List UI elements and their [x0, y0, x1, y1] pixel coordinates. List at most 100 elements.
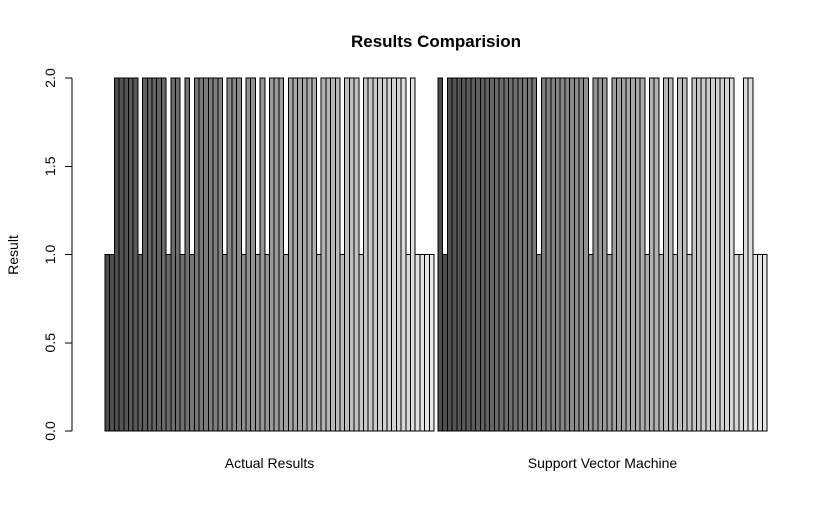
bar-svm-54 — [686, 254, 693, 432]
bar-svm-30 — [573, 77, 580, 432]
bar-svm-52 — [677, 77, 683, 432]
bar-svm-25 — [550, 77, 556, 432]
bar-actual-32 — [250, 77, 256, 432]
bar-actual-54 — [353, 77, 360, 432]
bar-actual-16 — [175, 77, 181, 432]
bar-svm-44 — [639, 77, 646, 432]
bar-svm-49 — [663, 77, 669, 432]
bar-actual-67 — [414, 254, 421, 432]
bar-actual-42 — [297, 77, 303, 432]
bar-svm-19 — [522, 77, 528, 432]
bar-svm-12 — [489, 77, 495, 432]
bar-svm-33 — [587, 254, 594, 432]
bar-svm-67 — [747, 77, 754, 432]
bar-svm-10 — [479, 77, 486, 432]
bar-actual-40 — [287, 77, 294, 432]
bar-actual-56 — [363, 77, 369, 432]
bar-svm-50 — [667, 77, 674, 432]
bar-actual-55 — [358, 254, 364, 432]
bar-svm-64 — [733, 254, 740, 432]
bar-svm-45 — [644, 254, 650, 432]
bar-svm-62 — [724, 77, 730, 432]
y-tick-label: 1.5 — [42, 156, 58, 176]
bar-actual-61 — [386, 77, 393, 432]
bar-svm-66 — [743, 77, 749, 432]
bar-actual-10 — [146, 77, 153, 432]
bar-actual-69 — [424, 254, 430, 432]
bar-actual-30 — [240, 254, 247, 432]
bar-svm-58 — [705, 77, 712, 432]
bar-svm-26 — [555, 77, 561, 432]
bar-svm-39 — [616, 77, 622, 432]
bar-actual-52 — [344, 77, 350, 432]
bars — [104, 77, 768, 432]
bar-svm-28 — [564, 77, 571, 432]
bar-svm-70 — [761, 254, 768, 432]
bar-svm-29 — [569, 77, 575, 432]
bar-svm-5 — [456, 77, 462, 432]
bar-actual-44 — [306, 77, 313, 432]
bar-svm-59 — [710, 77, 716, 432]
bar-actual-62 — [391, 77, 397, 432]
bar-svm-31 — [578, 77, 585, 432]
bar-actual-43 — [301, 77, 308, 432]
bar-actual-19 — [189, 254, 195, 432]
bar-actual-64 — [400, 77, 407, 432]
bar-svm-11 — [484, 77, 491, 432]
bar-actual-13 — [160, 77, 167, 432]
bar-svm-68 — [752, 254, 759, 432]
bar-actual-24 — [212, 77, 219, 432]
bar-actual-11 — [151, 77, 158, 432]
bar-svm-48 — [658, 254, 665, 432]
bar-svm-23 — [540, 77, 547, 432]
bar-actual-26 — [222, 254, 228, 432]
bar-svm-9 — [475, 77, 481, 432]
bar-actual-35 — [264, 254, 270, 432]
bar-svm-13 — [493, 77, 500, 432]
bar-svm-17 — [512, 77, 519, 432]
bar-svm-37 — [606, 254, 613, 432]
bar-svm-47 — [653, 77, 660, 432]
bar-svm-61 — [719, 77, 726, 432]
bar-svm-4 — [451, 77, 458, 432]
bar-actual-6 — [128, 77, 134, 432]
bar-svm-16 — [508, 77, 514, 432]
bar-actual-5 — [123, 77, 130, 432]
bar-svm-38 — [611, 77, 618, 432]
bar-svm-69 — [757, 254, 763, 432]
bar-actual-7 — [132, 77, 139, 432]
y-tick-label: 0.5 — [42, 333, 58, 353]
bar-actual-4 — [118, 77, 125, 432]
bar-svm-43 — [634, 77, 641, 432]
bar-actual-34 — [259, 77, 266, 432]
bar-actual-39 — [283, 254, 289, 432]
bar-actual-27 — [226, 77, 233, 432]
bar-svm-63 — [728, 77, 735, 432]
bar-actual-58 — [372, 77, 379, 432]
bar-svm-3 — [446, 77, 453, 432]
y-axis-label: Result — [5, 235, 21, 275]
bar-actual-28 — [231, 77, 238, 432]
y-tick-label: 0.0 — [42, 421, 58, 441]
bar-svm-15 — [503, 77, 509, 432]
bar-svm-7 — [465, 77, 472, 432]
bar-actual-8 — [137, 254, 144, 432]
y-tick-label: 2.0 — [42, 68, 58, 88]
bar-actual-17 — [179, 254, 186, 432]
bar-actual-47 — [320, 77, 327, 432]
bar-svm-6 — [461, 77, 467, 432]
bar-svm-56 — [696, 77, 702, 432]
bar-actual-48 — [325, 77, 332, 432]
bar-actual-9 — [142, 77, 148, 432]
bar-svm-53 — [681, 77, 688, 432]
bar-actual-20 — [193, 77, 200, 432]
bar-svm-36 — [602, 77, 608, 432]
bar-svm-27 — [559, 77, 566, 432]
bar-actual-53 — [348, 77, 355, 432]
bar-actual-33 — [254, 254, 261, 432]
bar-svm-46 — [649, 77, 655, 432]
x-axis-labels: Actual Results Support Vector Machine — [225, 455, 678, 471]
bar-actual-51 — [339, 254, 346, 432]
bar-svm-57 — [700, 77, 707, 432]
